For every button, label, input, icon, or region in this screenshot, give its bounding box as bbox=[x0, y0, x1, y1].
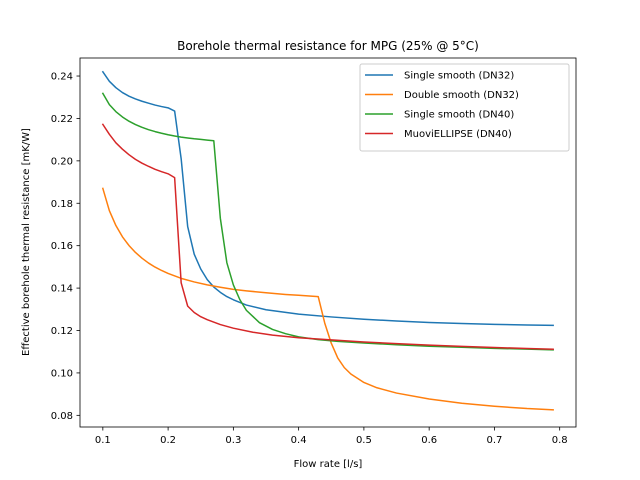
legend-label: MuoviELLIPSE (DN40) bbox=[404, 129, 512, 140]
x-tick-label: 0.6 bbox=[421, 435, 437, 446]
x-tick-label: 0.3 bbox=[225, 435, 241, 446]
plot-frame bbox=[79, 57, 577, 428]
legend: Single smooth (DN32) Double smooth (DN32)… bbox=[359, 63, 570, 152]
legend-box bbox=[359, 63, 570, 152]
y-axis: 0.08 0.10 0.12 0.14 0.16 0.18 0.20 0.22 0.24 bbox=[51, 72, 80, 422]
y-tick-label: 0.08 bbox=[51, 411, 73, 422]
y-tick-label: 0.24 bbox=[51, 72, 73, 83]
y-tick-label: 0.14 bbox=[51, 284, 73, 295]
series-line-1 bbox=[101, 70, 554, 327]
legend-label: Double smooth (DN32) bbox=[404, 90, 519, 101]
chart-title: Borehole thermal resistance for MPG (25%… bbox=[177, 39, 479, 53]
y-axis-label: Effective borehole thermal resistance [m… bbox=[21, 128, 32, 356]
y-tick-label: 0.10 bbox=[51, 368, 73, 379]
x-tick-label: 0.7 bbox=[486, 435, 502, 446]
y-tick-label: 0.18 bbox=[51, 199, 73, 210]
series-line-2 bbox=[101, 187, 554, 411]
y-tick-label: 0.12 bbox=[51, 326, 73, 337]
legend-label: Single smooth (DN32) bbox=[404, 71, 514, 82]
x-axis: 0.1 0.2 0.3 0.4 0.5 0.6 0.7 0.8 bbox=[95, 427, 568, 446]
series-line-4 bbox=[101, 123, 554, 350]
plot-lines bbox=[101, 70, 554, 411]
x-tick-label: 0.8 bbox=[552, 435, 568, 446]
x-tick-label: 0.5 bbox=[356, 435, 372, 446]
y-tick-label: 0.16 bbox=[51, 241, 73, 252]
x-tick-label: 0.1 bbox=[95, 435, 111, 446]
x-tick-label: 0.4 bbox=[291, 435, 307, 446]
legend-label: Single smooth (DN40) bbox=[404, 110, 514, 121]
y-tick-label: 0.20 bbox=[51, 156, 73, 167]
x-axis-label: Flow rate [l/s] bbox=[294, 459, 363, 470]
series-line-3 bbox=[101, 92, 554, 351]
y-tick-label: 0.22 bbox=[51, 114, 73, 125]
x-tick-label: 0.2 bbox=[160, 435, 176, 446]
